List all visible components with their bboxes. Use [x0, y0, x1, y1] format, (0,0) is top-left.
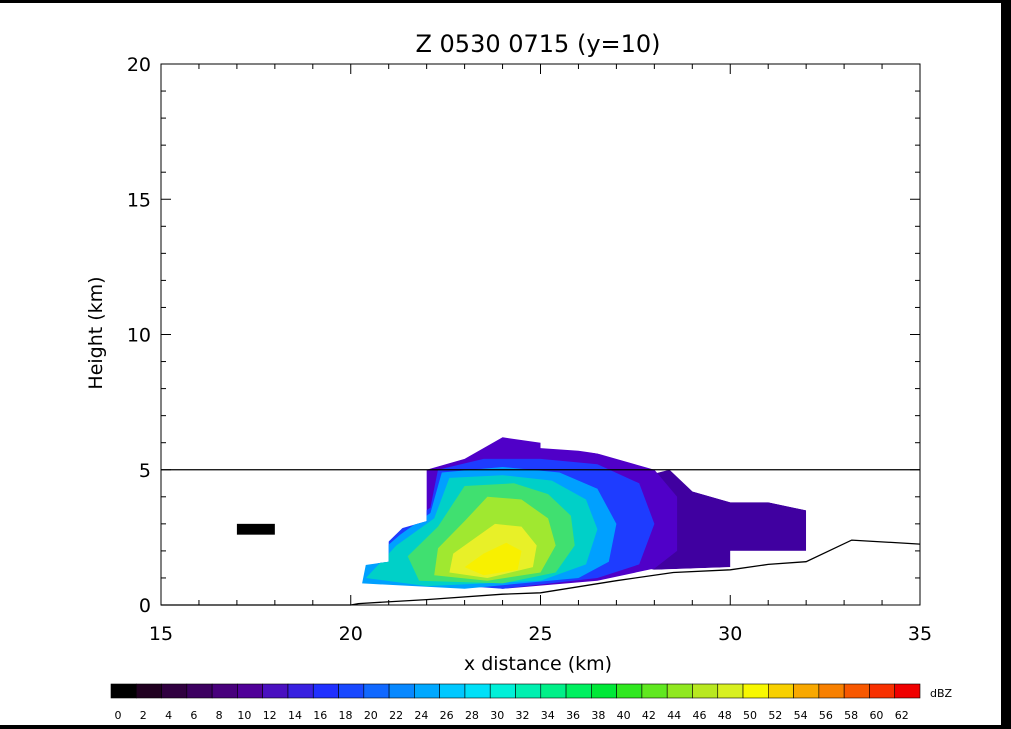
- x-axis-label: x distance (km): [464, 653, 612, 675]
- colorbar-level: 4: [165, 709, 172, 722]
- colorbar-swatch: [692, 683, 719, 699]
- colorbar-swatch: [818, 683, 845, 699]
- colorbar-level: 2: [140, 709, 147, 722]
- colorbar-swatch: [591, 683, 617, 699]
- x-tick-label: 35: [908, 623, 932, 645]
- x-tick-label: 30: [718, 623, 742, 645]
- colorbar-level: 48: [718, 709, 732, 722]
- colorbar-swatch: [869, 683, 896, 699]
- y-tick-label: 0: [139, 595, 151, 617]
- y-tick-label: 10: [127, 325, 151, 347]
- colorbar: 0 2 4 6 8 10 12 14 16 18 20 22 24 26 28 30 32 34 36 38 40 42 4…: [110, 683, 921, 722]
- colorbar-level: 38: [591, 709, 605, 722]
- colorbar-level: 22: [389, 709, 403, 722]
- colorbar-level: 14: [288, 709, 302, 722]
- colorbar-level: 30: [490, 709, 504, 722]
- colorbar-level: 26: [440, 709, 454, 722]
- colorbar-swatch: [894, 683, 921, 699]
- colorbar-level: 40: [617, 709, 631, 722]
- colorbar-swatch: [237, 683, 263, 699]
- colorbar-swatch: [843, 683, 870, 699]
- colorbar-level: 18: [339, 709, 353, 722]
- colorbar-swatch: [793, 683, 820, 699]
- colorbar-swatch: [287, 683, 314, 699]
- contour-clip-group: [362, 437, 807, 589]
- colorbar-swatch: [540, 683, 567, 699]
- colorbar-swatch: [135, 683, 162, 699]
- colorbar-swatch: [768, 683, 794, 699]
- colorbar-swatch: [439, 683, 466, 699]
- top-edge: [0, 0, 1011, 3]
- terrain-line: [161, 539, 921, 606]
- axis-ticks: [160, 63, 921, 606]
- colorbar-swatch: [565, 683, 592, 699]
- y-tick-label: 5: [139, 460, 151, 482]
- colorbar-swatch: [211, 683, 238, 699]
- colorbar-level: 62: [895, 709, 909, 722]
- colorbar-swatch: [388, 683, 415, 699]
- colorbar-swatch: [363, 683, 390, 699]
- y-tick-label: 15: [127, 189, 151, 211]
- x-tick-label: 15: [149, 623, 173, 645]
- colorbar-level: 12: [263, 709, 277, 722]
- colorbar-level: 54: [794, 709, 808, 722]
- colorbar-level: 8: [216, 709, 223, 722]
- right-edge: [1001, 0, 1011, 725]
- colorbar-swatch: [515, 683, 542, 699]
- colorbar-level: 50: [743, 709, 757, 722]
- colorbar-swatch: [414, 683, 440, 699]
- colorbar-swatch: [666, 683, 693, 699]
- colorbar-level: 44: [667, 709, 681, 722]
- x-tick-labels: 15 20 25 30 35: [149, 623, 932, 645]
- colorbar-swatch: [616, 683, 643, 699]
- contour-50-dbz: [464, 542, 522, 576]
- colorbar-level: 42: [642, 709, 656, 722]
- echo-patch: [236, 523, 275, 535]
- colorbar-swatch: [742, 683, 769, 699]
- colorbar-level: 46: [692, 709, 706, 722]
- y-tick-label: 20: [127, 54, 151, 76]
- colorbar-level: 16: [313, 709, 327, 722]
- x-tick-label: 25: [528, 623, 552, 645]
- colorbar-swatch: [186, 683, 213, 699]
- colorbar-level: 36: [566, 709, 580, 722]
- colorbar-swatch: [717, 683, 744, 699]
- colorbar-level: 0: [115, 709, 122, 722]
- colorbar-level: 58: [844, 709, 858, 722]
- colorbar-level: 32: [516, 709, 530, 722]
- colorbar-level: 6: [190, 709, 197, 722]
- colorbar-unit: dBZ: [930, 687, 953, 700]
- colorbar-swatch: [110, 683, 137, 699]
- colorbar-level: 52: [768, 709, 782, 722]
- contour-fills: [236, 437, 807, 589]
- terrain-layer: [161, 469, 921, 606]
- chart-title: Z 0530 0715 (y=10): [415, 30, 660, 58]
- colorbar-swatch: [641, 683, 668, 699]
- colorbar-swatch: [312, 683, 339, 699]
- y-tick-labels: 0 5 10 15 20: [127, 54, 151, 617]
- x-tick-label: 20: [339, 623, 363, 645]
- y-axis-label: Height (km): [85, 276, 107, 389]
- colorbar-level: 56: [819, 709, 833, 722]
- colorbar-swatch: [338, 683, 365, 699]
- colorbar-level: 34: [541, 709, 555, 722]
- colorbar-swatch: [262, 683, 289, 699]
- colorbar-swatch: [489, 683, 516, 699]
- colorbar-level: 10: [237, 709, 251, 722]
- colorbar-swatch: [464, 683, 491, 699]
- colorbar-swatch: [161, 683, 188, 699]
- colorbar-level: 20: [364, 709, 378, 722]
- colorbar-level: 28: [465, 709, 479, 722]
- colorbar-level: 60: [869, 709, 883, 722]
- colorbar-level: 24: [414, 709, 428, 722]
